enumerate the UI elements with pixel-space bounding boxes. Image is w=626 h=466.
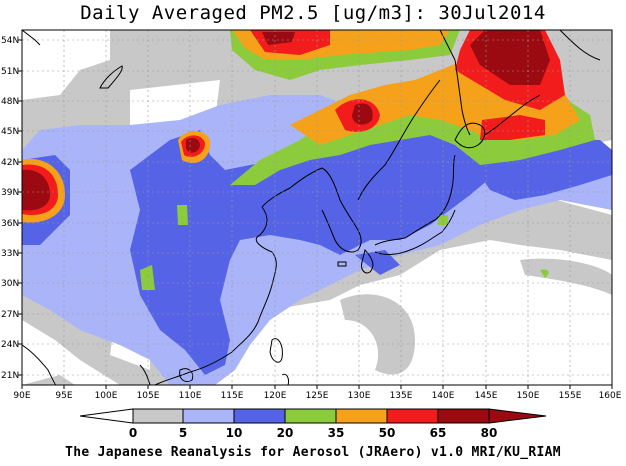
lat-label: 30N (1, 279, 19, 289)
lake-baikal (99, 65, 123, 89)
coastline-bohai (261, 167, 362, 253)
lat-label: 33N (1, 249, 19, 259)
lat-label: 51N (1, 67, 19, 77)
field-35-50 (177, 205, 188, 225)
field-gt80 (352, 103, 373, 125)
gridlines (22, 30, 612, 385)
lon-label: 130E (348, 391, 371, 401)
colorbar-65-80 (386, 408, 439, 424)
data-source-credit: The Japanese Reanalysis for Aerosol (JRA… (65, 445, 561, 460)
field-20-35 (130, 120, 500, 375)
colorbar-label: 10 (226, 426, 243, 440)
colorbar-labels: 0 5 10 20 35 50 65 80 (129, 426, 498, 440)
lon-label: 90E (13, 391, 30, 401)
colorbar-label: 65 (430, 426, 447, 440)
colorbar-80-more (437, 408, 490, 424)
lat-label: 21N (1, 371, 19, 381)
colorbar-label: 5 (179, 426, 187, 440)
colorbar-label: 50 (379, 426, 396, 440)
colorbar-label: 35 (328, 426, 345, 440)
coastline-sakhalin (454, 59, 471, 136)
lat-labels: 54N 51N 48N 45N 42N 39N 36N 33N 30N 27N … (1, 36, 19, 381)
lat-label: 24N (1, 340, 19, 350)
lat-label: 27N (1, 310, 19, 320)
coastline-hokkaido (454, 122, 486, 149)
lon-label: 135E (390, 391, 413, 401)
lon-label: 150E (517, 391, 540, 401)
coastline-japan-south (374, 209, 456, 255)
field-35-50 (540, 269, 549, 278)
field-65-80 (480, 115, 545, 140)
lon-label: 155E (559, 391, 582, 401)
colorbar (79, 408, 547, 424)
coastline-japan-honshu (374, 154, 456, 246)
coastline-bengal (22, 344, 57, 385)
coastline-indochina (139, 364, 151, 385)
lon-label: 110E (179, 391, 202, 401)
coastline-kamchatka (559, 30, 601, 61)
field-20-35 (355, 250, 400, 275)
lon-label: 95E (55, 391, 72, 401)
coastline-kurils (484, 94, 541, 136)
tick-marks (18, 39, 613, 389)
field-lt5 (349, 325, 377, 360)
lon-label: 120E (264, 391, 287, 401)
lat-label: 48N (1, 97, 19, 107)
lat-label: 39N (1, 188, 19, 198)
coastline-korea-east (357, 79, 441, 201)
field-gt80 (262, 32, 295, 45)
lon-label: 145E (475, 391, 498, 401)
coastline-northwest (22, 30, 41, 46)
lat-label: 54N (1, 36, 19, 46)
colorbar-5-10 (132, 408, 184, 424)
coastline-taiwan (269, 338, 283, 363)
field-lt5 (400, 268, 612, 385)
coastline-luzon (281, 373, 289, 385)
field-35-50 (140, 265, 155, 290)
colorbar-lt5 (79, 408, 134, 424)
coastlines (22, 30, 601, 385)
lon-labels: 90E 95E 100E 105E 110E 115E 120E 125E 13… (13, 391, 621, 401)
lon-label: 115E (221, 391, 244, 401)
colorbar-label: 80 (481, 426, 498, 440)
coastline-hainan (179, 368, 194, 383)
lon-label: 140E (432, 391, 455, 401)
map-title: Daily Averaged PM2.5 [ug/m3]: 30Jul2014 (80, 2, 546, 24)
coastline-kyushu (361, 248, 374, 274)
field-gt80 (22, 169, 50, 211)
field-gt80 (470, 30, 550, 85)
island-jeju (337, 261, 347, 267)
lon-label: 105E (137, 391, 160, 401)
lon-label: 160E (599, 391, 622, 401)
field-lt5 (22, 30, 110, 100)
lat-label: 36N (1, 219, 19, 229)
coastline-mainland (154, 206, 277, 385)
lon-label: 100E (95, 391, 118, 401)
coastline-okhotsk-north (439, 30, 456, 61)
field-gt80 (186, 138, 200, 153)
colorbar-10-20 (182, 408, 235, 424)
colorbar-label: 0 (129, 426, 137, 440)
colorbar-50-65 (335, 408, 388, 424)
colorbar-20-35 (233, 408, 286, 424)
colorbar-35-50 (284, 408, 337, 424)
colorbar-label: 20 (277, 426, 294, 440)
lat-label: 42N (1, 158, 19, 168)
colorbar-gt80 (488, 408, 547, 424)
field-5-10 (520, 258, 612, 295)
field-5-10 (22, 375, 75, 385)
lat-label: 45N (1, 127, 19, 137)
field-5-10 (340, 294, 415, 375)
lon-label: 125E (306, 391, 329, 401)
